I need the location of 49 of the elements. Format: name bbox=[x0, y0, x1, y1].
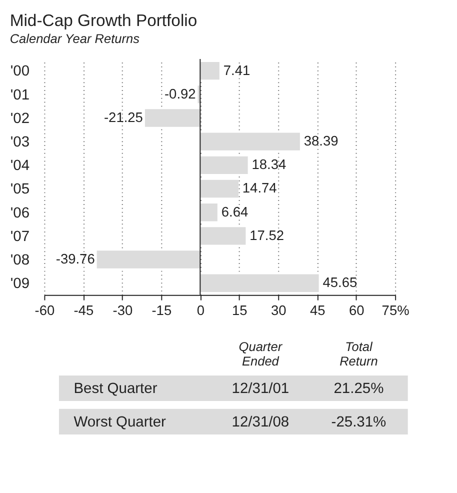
text: -25.31% bbox=[331, 414, 386, 431]
text: Total Return bbox=[340, 338, 378, 369]
bar bbox=[200, 180, 238, 198]
chart-title: Mid-Cap Growth Portfolio bbox=[10, 11, 198, 30]
y-tick-label: '07 bbox=[10, 228, 30, 245]
text: 21.25% bbox=[334, 381, 384, 398]
data-label: 6.64 bbox=[221, 204, 248, 220]
data-label: 45.65 bbox=[322, 275, 358, 290]
bar bbox=[200, 62, 220, 80]
x-tick-label: 15 bbox=[232, 303, 248, 318]
x-tick-label: 30 bbox=[270, 303, 287, 318]
y-tick-label: '08 bbox=[10, 252, 30, 268]
text: 12/31/01 bbox=[232, 381, 290, 398]
y-tick-label: '05 bbox=[10, 182, 30, 198]
x-tick-label: -30 bbox=[112, 303, 133, 318]
data-label: 7.41 bbox=[223, 62, 250, 78]
chart-subtitle: Calendar Year Returns bbox=[10, 30, 140, 46]
text: 12/31/08 bbox=[232, 414, 290, 431]
bar bbox=[200, 156, 248, 174]
data-label: 38.39 bbox=[304, 134, 338, 149]
y-tick-label: '03 bbox=[10, 134, 30, 150]
x-tick-label: -45 bbox=[74, 303, 94, 318]
y-tick-label: '09 bbox=[10, 276, 30, 292]
bar bbox=[200, 227, 246, 245]
bar bbox=[144, 109, 200, 127]
y-tick-label: '01 bbox=[10, 87, 30, 104]
y-tick-label: '02 bbox=[10, 110, 30, 127]
data-label: 17.52 bbox=[250, 228, 284, 243]
bar bbox=[200, 132, 300, 150]
bar bbox=[200, 274, 319, 292]
y-tick-label: '00 bbox=[10, 64, 30, 80]
data-label: 14.74 bbox=[242, 180, 278, 196]
data-label: -21.25 bbox=[104, 110, 144, 125]
y-tick-label: '04 bbox=[10, 158, 30, 174]
x-tick-label: 60 bbox=[348, 303, 365, 318]
x-tick-label: -60 bbox=[34, 303, 56, 318]
text: Worst Quarter bbox=[74, 414, 166, 431]
x-tick-label: 75% bbox=[382, 303, 410, 318]
text: Best Quarter bbox=[74, 381, 158, 398]
y-tick-label: '06 bbox=[10, 205, 30, 222]
bar bbox=[96, 250, 200, 268]
x-tick-label: -15 bbox=[152, 303, 172, 318]
bar bbox=[200, 204, 218, 222]
data-label: -39.76 bbox=[56, 251, 96, 266]
text: Quarter Ended bbox=[238, 338, 283, 369]
data-label: -0.92 bbox=[164, 86, 196, 102]
data-label: 18.34 bbox=[252, 157, 287, 172]
x-tick-label: 45 bbox=[310, 303, 326, 318]
x-tick-label: 0 bbox=[196, 303, 205, 318]
